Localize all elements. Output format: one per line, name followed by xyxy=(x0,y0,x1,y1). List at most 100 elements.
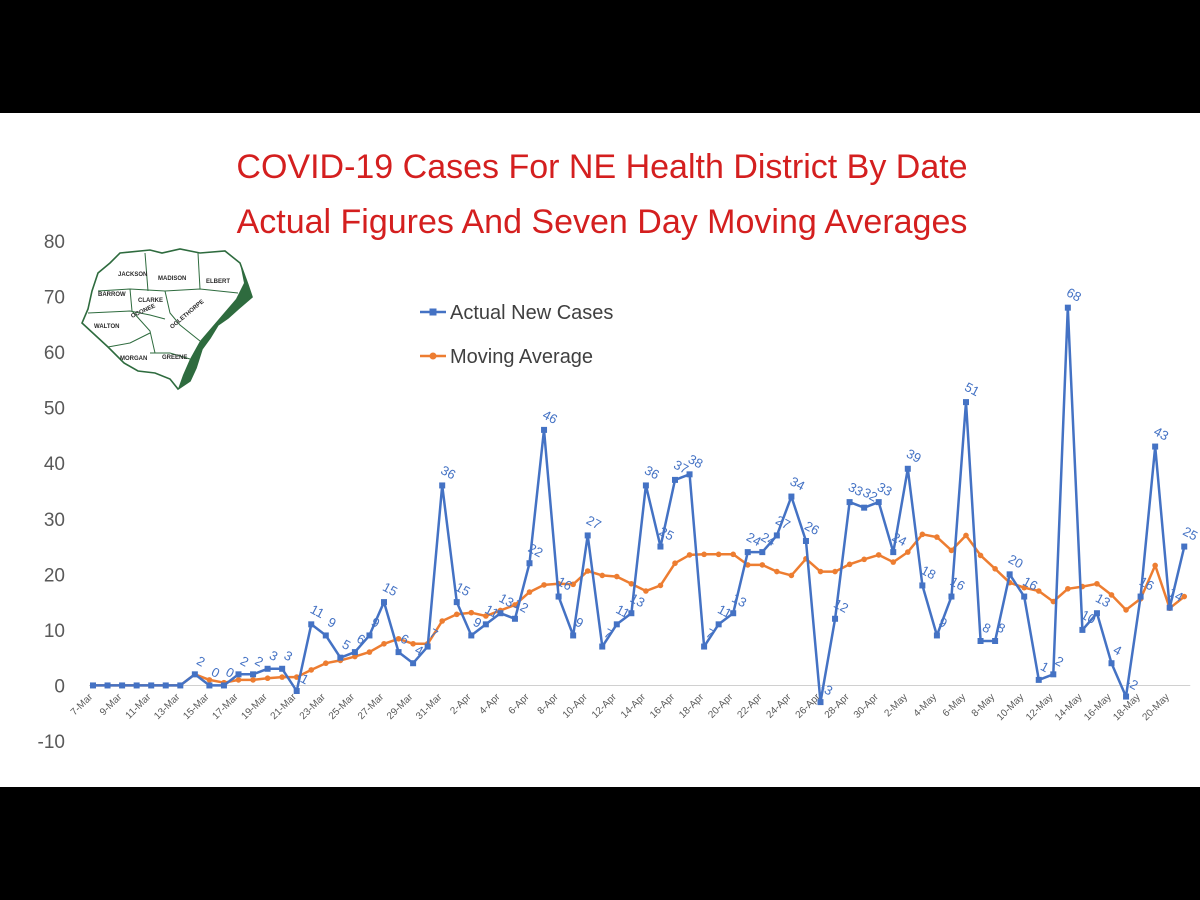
x-tick-label: 25-Mar xyxy=(327,691,358,722)
moving-average-point xyxy=(308,667,315,673)
data-label: 37 xyxy=(671,457,691,477)
data-label: 1 xyxy=(1038,659,1051,676)
x-tick-label: 20-May xyxy=(1140,692,1171,723)
actual-new-cases-point xyxy=(1137,593,1144,600)
data-label: 5 xyxy=(340,636,353,653)
actual-new-cases-point xyxy=(119,682,126,689)
actual-new-cases-point xyxy=(1079,626,1086,633)
data-label: 10 xyxy=(1079,607,1099,627)
x-tick-label: 11-Mar xyxy=(124,691,154,721)
moving-average-point xyxy=(846,561,853,568)
moving-average-point xyxy=(1108,592,1115,598)
data-label: 26 xyxy=(802,518,822,538)
data-label: 24 xyxy=(759,529,779,549)
y-tick-label: 60 xyxy=(44,343,65,364)
actual-new-cases-point xyxy=(337,654,344,661)
actual-new-cases-point xyxy=(1021,593,1028,600)
actual-new-cases-point xyxy=(526,560,533,567)
actual-new-cases-point xyxy=(555,593,562,600)
x-tick-label: 2-May xyxy=(882,692,909,719)
actual-new-cases-point xyxy=(715,621,722,628)
x-tick-label: 12-Apr xyxy=(590,691,619,720)
actual-new-cases-point xyxy=(1006,571,1013,578)
actual-new-cases-point xyxy=(133,682,140,689)
data-label: 43 xyxy=(1151,424,1171,444)
actual-new-cases-point xyxy=(933,632,940,639)
y-tick-label: 0 xyxy=(54,676,65,697)
actual-new-cases-point xyxy=(1093,610,1100,617)
data-label: 16 xyxy=(1020,574,1040,594)
county-label-morgan: MORGAN xyxy=(120,356,147,362)
actual-new-cases-point xyxy=(177,682,184,689)
x-tick-label: 12-May xyxy=(1024,692,1055,723)
x-tick-label: 31-Mar xyxy=(414,691,445,722)
moving-average-point xyxy=(875,552,882,558)
y-tick-label: 40 xyxy=(44,454,65,475)
x-tick-label: 9-Mar xyxy=(98,691,125,718)
actual-new-cases-point xyxy=(381,599,387,606)
county-label-greene: GREENE xyxy=(162,355,187,361)
data-label: 3 xyxy=(267,647,280,664)
data-label: 16 xyxy=(555,574,575,594)
x-tick-label: 10-May xyxy=(995,692,1026,723)
data-label: 38 xyxy=(686,451,706,471)
actual-new-cases-line xyxy=(93,306,1186,704)
x-axis: 7-Mar 9-Mar 11-Mar13-Mar15-Mar17-Mar19-Mar… xyxy=(69,691,1172,723)
moving-average-point xyxy=(919,531,926,538)
data-label: 33 xyxy=(875,479,895,499)
moving-average-point xyxy=(206,677,213,683)
moving-average-point xyxy=(526,589,533,595)
moving-average-point xyxy=(323,660,329,667)
x-tick-label: 24-Apr xyxy=(765,691,794,720)
x-tick-label: 20-Apr xyxy=(706,691,735,720)
county-label-clarke: CLARKE xyxy=(138,298,163,304)
x-tick-label: 8-May xyxy=(970,692,997,719)
actual-new-cases-point xyxy=(802,538,809,544)
actual-new-cases-point xyxy=(730,610,737,617)
x-tick-label: 6-Apr xyxy=(507,691,533,717)
moving-average-point xyxy=(1123,607,1129,613)
actual-new-cases-point xyxy=(672,476,678,483)
actual-new-cases-point xyxy=(410,660,417,667)
actual-new-cases-point xyxy=(453,599,460,606)
data-label: 11 xyxy=(613,602,632,622)
moving-average-point xyxy=(366,649,373,655)
data-label: 12 xyxy=(831,596,851,616)
data-label: 20 xyxy=(1006,551,1026,571)
data-label: 9 xyxy=(369,614,382,631)
actual-new-cases-point xyxy=(773,532,780,539)
y-tick-label: 80 xyxy=(44,232,65,253)
x-tick-label: 29-Mar xyxy=(385,691,416,722)
data-label: 24 xyxy=(889,529,909,549)
moving-average-point xyxy=(730,551,736,558)
y-tick-label: 20 xyxy=(44,565,65,586)
data-label: 14 xyxy=(1166,585,1186,605)
actual-new-cases-point xyxy=(890,549,897,556)
moving-average-point xyxy=(905,549,911,555)
moving-average-point xyxy=(861,556,867,563)
actual-new-cases-point xyxy=(497,610,504,617)
actual-new-cases-point xyxy=(817,699,824,706)
actual-new-cases-point xyxy=(322,632,329,639)
data-label: 16 xyxy=(948,574,968,594)
moving-average-point xyxy=(817,568,824,575)
line-chart: COVID-19 Cases For NE Health District By… xyxy=(38,148,1200,753)
moving-average-point xyxy=(279,674,285,680)
data-label: 27 xyxy=(584,512,604,532)
data-label: 7 xyxy=(703,625,716,642)
x-tick-label: 15-Mar xyxy=(181,691,212,722)
actual-new-cases-point xyxy=(1064,304,1071,311)
chart-panel: COVID-19 Cases For NE Health District By… xyxy=(0,113,1200,787)
actual-new-cases-point xyxy=(511,615,518,622)
actual-new-cases-point xyxy=(424,643,431,650)
actual-new-cases-point xyxy=(686,471,693,478)
moving-average-point xyxy=(715,551,722,558)
moving-average-point xyxy=(264,675,271,682)
data-label: 12 xyxy=(511,596,531,616)
moving-average-point xyxy=(1050,598,1057,605)
moving-average-point xyxy=(643,588,649,594)
x-tick-label: 4-May xyxy=(912,692,939,719)
data-label: 11 xyxy=(715,602,734,622)
x-tick-label: 16-May xyxy=(1082,692,1113,723)
